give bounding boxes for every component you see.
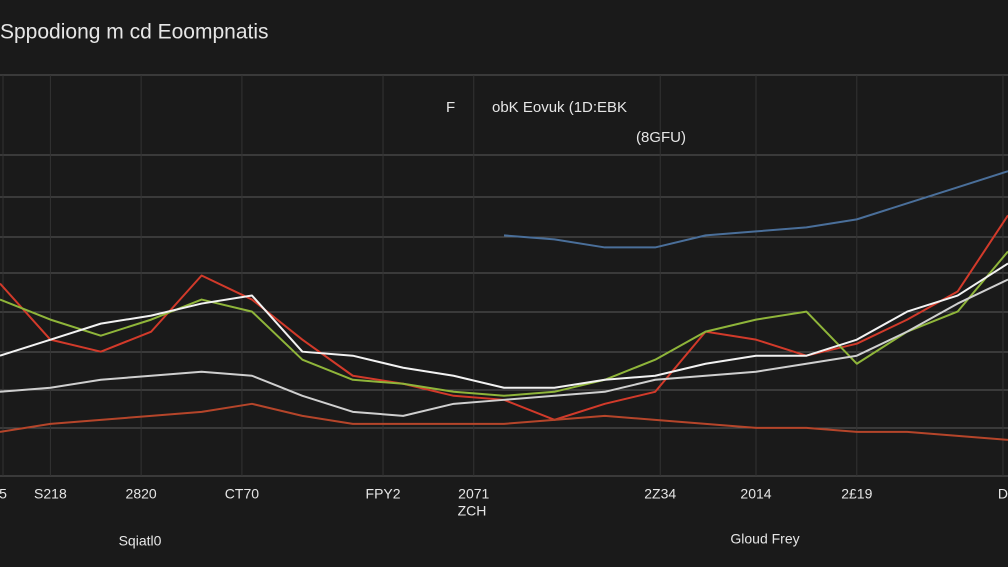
x-tick-label: CT70 xyxy=(225,486,259,502)
x-tick-label: 2Z34 xyxy=(644,486,676,502)
x-tick-label: 5 xyxy=(0,486,7,502)
x-tick-label: 2820 xyxy=(126,486,157,502)
chart-title: Sppodiong m cd Eoompnatis xyxy=(0,21,269,44)
x-tick-label: D xyxy=(998,486,1008,502)
series-line xyxy=(0,278,1008,417)
annotation: Gloud Frey xyxy=(730,531,799,547)
annotation: (8GFU) xyxy=(636,129,686,146)
annotation: Sqiatl0 xyxy=(119,533,162,549)
annotation: obK Eovuk (1D:EBK xyxy=(492,99,627,116)
annotation: ZCH xyxy=(458,503,487,519)
x-tick-label: 2071 xyxy=(458,486,489,502)
series-line xyxy=(0,250,1008,397)
grid xyxy=(0,74,1008,477)
annotation: F xyxy=(446,99,455,116)
x-tick-label: S218 xyxy=(34,486,67,502)
x-tick-label: FPY2 xyxy=(366,486,401,502)
series-line xyxy=(0,402,1008,441)
x-tick-label: 2014 xyxy=(740,486,771,502)
x-tick-label: 2£19 xyxy=(841,486,872,502)
series-line xyxy=(503,170,1008,249)
series-line xyxy=(0,262,1008,389)
